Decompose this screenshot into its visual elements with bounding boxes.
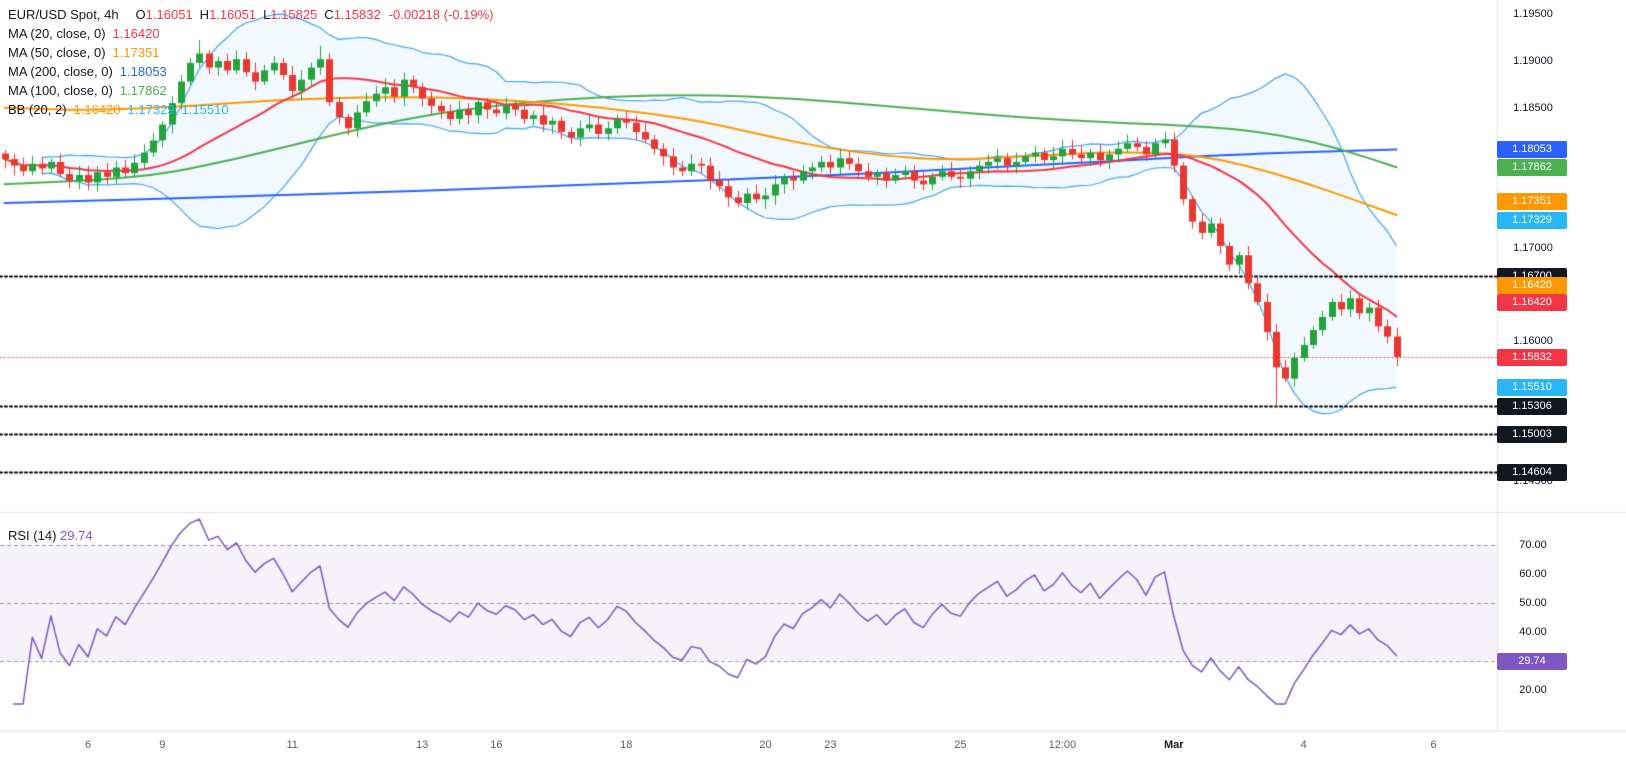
- legend: EUR/USD Spot, 4h O1.16051 H1.16051 L1.15825…: [8, 5, 493, 119]
- symbol-legend-row[interactable]: EUR/USD Spot, 4h O1.16051 H1.16051 L1.15825…: [8, 5, 493, 24]
- indicator-value: 1.16420: [112, 26, 160, 41]
- price-badge: 1.15003: [1497, 426, 1567, 444]
- time-tick-label: 25: [954, 739, 967, 751]
- rsi-tick-label: 20.00: [1519, 683, 1547, 696]
- indicator-value: 1.17329: [127, 102, 175, 117]
- indicator-value: 1.17862: [119, 83, 167, 98]
- price-badge: 1.15510: [1497, 378, 1567, 396]
- ohlc-value: 1.16051: [145, 7, 193, 22]
- time-tick-label: 13: [415, 739, 429, 751]
- ohlc-letter: O: [135, 7, 146, 22]
- price-tick-label: 1.19500: [1513, 8, 1553, 21]
- time-tick-label: Mar: [1163, 739, 1184, 751]
- price-badge: 1.15306: [1497, 398, 1567, 416]
- price-badge: 1.16420: [1497, 277, 1567, 294]
- time-tick-label: 6: [84, 739, 92, 751]
- price-badge: 1.14604: [1497, 463, 1567, 481]
- rsi-tick-label: 60.00: [1519, 567, 1547, 580]
- rsi-value: 29.74: [60, 528, 93, 543]
- price-badge: 1.17329: [1497, 212, 1567, 230]
- indicator-label: MA (200, close, 0): [8, 64, 113, 79]
- price-tick-label: 1.16000: [1513, 335, 1553, 348]
- indicator-value: 1.18053: [119, 64, 167, 79]
- time-tick-label: 18: [620, 739, 633, 751]
- rsi-legend-row[interactable]: RSI (14) 29.74: [8, 528, 93, 543]
- rsi-value-badge: 29.74: [1497, 653, 1567, 671]
- ohlc-value: 1.15825: [270, 7, 318, 22]
- price-badge: 1.17862: [1497, 159, 1567, 177]
- time-tick-label: 4: [1300, 739, 1307, 751]
- ohlc-value: 1.15832: [333, 7, 381, 22]
- price-tick-label: 1.18500: [1513, 101, 1553, 114]
- rsi-label: RSI (14): [8, 528, 57, 543]
- time-tick-label: 9: [159, 739, 166, 751]
- price-badge: 1.17351: [1497, 193, 1567, 211]
- rsi-tick-label: 70.00: [1519, 538, 1547, 551]
- symbol-title: EUR/USD Spot, 4h: [8, 7, 119, 22]
- price-tick-label: 1.17000: [1513, 241, 1553, 254]
- price-badge: 1.16420: [1497, 294, 1567, 311]
- time-tick-label: 12:00: [1048, 739, 1077, 751]
- time-tick-label: 11: [286, 739, 298, 751]
- indicator-label: MA (50, close, 0): [8, 45, 106, 60]
- time-tick-label: 6: [1430, 739, 1437, 751]
- indicator-legend-row[interactable]: MA (20, close, 0) 1.16420: [8, 24, 493, 43]
- price-badge: 1.18053: [1497, 141, 1567, 159]
- indicator-legend-row[interactable]: MA (50, close, 0) 1.17351: [8, 43, 493, 62]
- price-tick-label: 1.19000: [1513, 55, 1553, 68]
- time-tick-label: 23: [824, 739, 837, 751]
- rsi-tick-label: 40.00: [1519, 625, 1547, 638]
- indicator-legend-row[interactable]: MA (200, close, 0) 1.18053: [8, 62, 493, 81]
- ohlc-letter: C: [324, 7, 334, 22]
- price-badge: 1.15832: [1497, 348, 1567, 366]
- ohlc-value: 1.16051: [209, 7, 257, 22]
- indicator-value: 1.16420: [73, 102, 121, 117]
- rsi-tick-label: 50.00: [1519, 596, 1547, 609]
- ohlc-letter: H: [199, 7, 210, 22]
- indicator-label: MA (20, close, 0): [8, 26, 106, 41]
- indicator-label: MA (100, close, 0): [8, 83, 113, 98]
- indicator-label: BB (20, 2): [8, 102, 67, 117]
- indicator-value: 1.17351: [112, 45, 160, 60]
- indicator-legend-row[interactable]: MA (100, close, 0) 1.17862: [8, 81, 493, 100]
- price-change: -0.00218 (-0.19%): [388, 7, 494, 22]
- indicator-legend-row[interactable]: BB (20, 2) 1.16420 1.17329 1.15510: [8, 100, 493, 119]
- time-tick-label: 20: [759, 739, 772, 751]
- time-tick-label: 16: [490, 739, 503, 751]
- indicator-value: 1.15510: [181, 102, 229, 117]
- ohlc-letter: L: [263, 7, 271, 22]
